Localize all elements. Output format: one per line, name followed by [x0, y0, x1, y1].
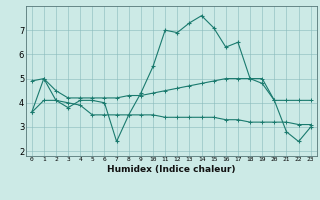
- X-axis label: Humidex (Indice chaleur): Humidex (Indice chaleur): [107, 165, 236, 174]
